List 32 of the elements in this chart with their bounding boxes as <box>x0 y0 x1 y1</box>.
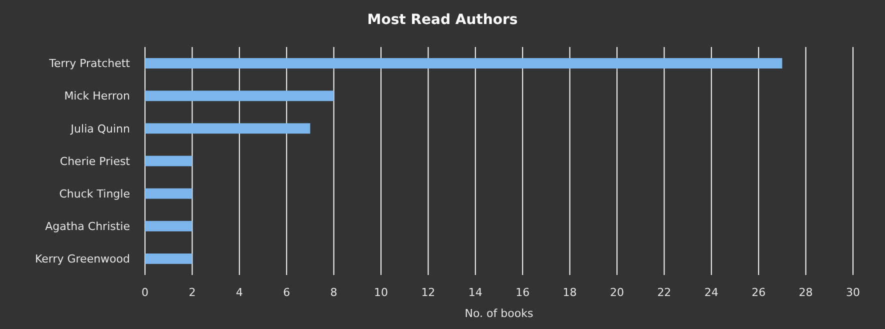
chart-title: Most Read Authors <box>367 12 518 28</box>
x-tick-label: 26 <box>752 286 766 299</box>
y-tick-label: Julia Quinn <box>70 122 130 136</box>
x-tick-label: 4 <box>236 286 243 299</box>
x-tick-label: 22 <box>657 286 672 299</box>
y-tick-label: Terry Pratchett <box>48 57 131 70</box>
bar <box>145 58 782 68</box>
x-tick-label: 16 <box>516 286 530 299</box>
y-tick-label: Kerry Greenwood <box>34 252 130 266</box>
x-tick-label: 2 <box>188 286 196 299</box>
bar <box>145 254 192 264</box>
x-tick-label: 6 <box>283 286 290 299</box>
y-tick-label: Mick Herron <box>64 90 130 103</box>
x-tick-label: 28 <box>798 286 813 299</box>
x-tick-label: 24 <box>704 286 718 299</box>
y-tick-label: Agatha Christie <box>45 220 130 233</box>
bar <box>145 188 192 199</box>
x-tick-label: 8 <box>330 286 338 299</box>
y-tick-label: Chuck Tingle <box>59 187 130 200</box>
x-axis-title: No. of books <box>464 307 534 320</box>
bar <box>145 220 192 232</box>
x-tick-label: 12 <box>421 286 436 299</box>
x-tick-label: 18 <box>562 286 577 299</box>
x-tick-label: 14 <box>468 286 482 299</box>
x-tick-label: 10 <box>374 286 388 299</box>
y-tick-label: Cherie Priest <box>60 154 131 168</box>
x-tick-label: 0 <box>142 286 148 299</box>
x-tick-label: 20 <box>610 286 624 299</box>
x-tick-label: 30 <box>846 286 860 299</box>
bar <box>145 123 310 134</box>
bar <box>145 156 192 166</box>
bar <box>145 90 334 102</box>
